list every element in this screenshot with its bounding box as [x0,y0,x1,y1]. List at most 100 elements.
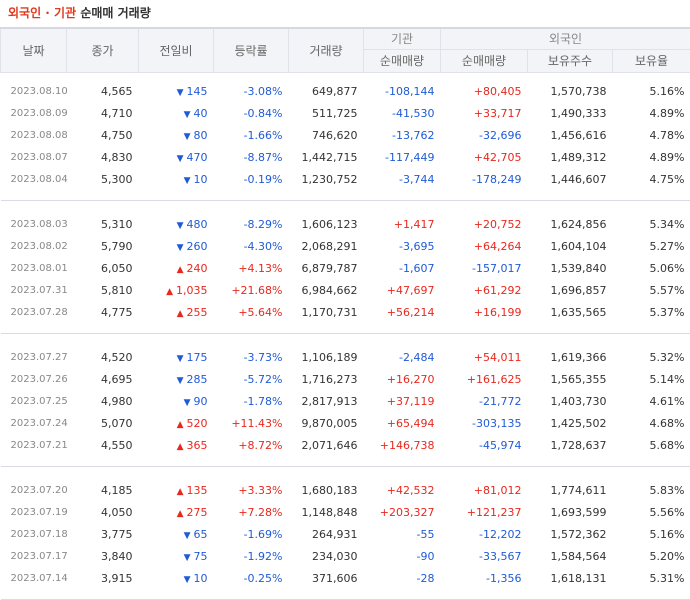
cell-close: 5,310 [67,213,139,235]
cell-institution-net: -3,695 [364,235,441,257]
cell-close: 4,565 [67,80,139,102]
cell-rate: -0.19% [214,168,289,190]
header-foreign-ratio[interactable]: 보유율 [613,49,690,72]
row-spacer [1,201,690,214]
cell-change-value: 240 [187,262,208,275]
triangle-down-icon: ▼ [177,154,184,164]
cell-institution-net: -28 [364,567,441,589]
cell-change-value: 10 [194,572,208,585]
cell-change-value: 135 [187,484,208,497]
cell-institution-net: -55 [364,523,441,545]
header-close[interactable]: 종가 [67,28,139,73]
cell-change: ▲240 [139,257,214,279]
row-spacer [1,73,690,81]
header-volume[interactable]: 거래량 [289,28,364,73]
cell-foreign-net: -178,249 [441,168,528,190]
cell-volume: 2,068,291 [289,235,364,257]
cell-volume: 649,877 [289,80,364,102]
cell-foreign-holdings: 1,490,333 [528,102,613,124]
cell-volume: 511,725 [289,102,364,124]
header-foreign-holdings[interactable]: 보유주수 [528,49,613,72]
triangle-up-icon: ▲ [177,509,184,519]
cell-foreign-ratio: 4.61% [613,390,690,412]
title-net-trading: 순매매 거래량 [80,6,150,20]
header-rate[interactable]: 등락률 [214,28,289,73]
cell-foreign-ratio: 5.56% [613,501,690,523]
cell-change: ▼40 [139,102,214,124]
row-spacer [1,334,690,347]
header-change[interactable]: 전일비 [139,28,214,73]
cell-foreign-net: -303,135 [441,412,528,434]
cell-foreign-net: +20,752 [441,213,528,235]
header-foreign-net[interactable]: 순매매량 [441,49,528,72]
cell-volume: 746,620 [289,124,364,146]
cell-close: 4,980 [67,390,139,412]
cell-foreign-net: -21,772 [441,390,528,412]
cell-change: ▼285 [139,368,214,390]
cell-change-value: 520 [187,417,208,430]
header-date[interactable]: 날짜 [1,28,67,73]
cell-foreign-holdings: 1,403,730 [528,390,613,412]
cell-volume: 6,879,787 [289,257,364,279]
cell-institution-net: +56,214 [364,301,441,323]
group-separator [1,323,690,334]
cell-foreign-ratio: 4.68% [613,412,690,434]
triangle-down-icon: ▼ [184,398,191,408]
cell-change-value: 255 [187,306,208,319]
cell-institution-net: +1,417 [364,213,441,235]
cell-close: 3,775 [67,523,139,545]
title-investors: 외국인 · 기관 [8,6,76,20]
cell-date: 2023.08.07 [1,146,67,168]
cell-foreign-net: -157,017 [441,257,528,279]
cell-volume: 6,984,662 [289,279,364,301]
cell-change: ▼480 [139,213,214,235]
triangle-down-icon: ▼ [177,243,184,253]
cell-foreign-net: +54,011 [441,346,528,368]
cell-change-value: 65 [194,528,208,541]
cell-rate: -1.66% [214,124,289,146]
cell-foreign-net: +33,717 [441,102,528,124]
spacer-cell [1,467,690,480]
triangle-down-icon: ▼ [184,176,191,186]
cell-foreign-holdings: 1,565,355 [528,368,613,390]
cell-rate: +5.64% [214,301,289,323]
cell-close: 4,185 [67,479,139,501]
cell-foreign-holdings: 1,618,131 [528,567,613,589]
cell-change: ▼260 [139,235,214,257]
cell-foreign-net: +81,012 [441,479,528,501]
cell-change-value: 480 [187,218,208,231]
cell-foreign-ratio: 5.16% [613,80,690,102]
cell-foreign-holdings: 1,696,857 [528,279,613,301]
cell-rate: -3.08% [214,80,289,102]
triangle-down-icon: ▼ [184,110,191,120]
cell-rate: +8.72% [214,434,289,456]
cell-rate: -0.84% [214,102,289,124]
cell-foreign-net: -32,696 [441,124,528,146]
cell-foreign-ratio: 5.34% [613,213,690,235]
header-foreign-group: 외국인 [441,28,690,49]
cell-foreign-net: +42,705 [441,146,528,168]
cell-close: 4,750 [67,124,139,146]
cell-foreign-ratio: 5.32% [613,346,690,368]
cell-foreign-net: +80,405 [441,80,528,102]
cell-date: 2023.07.20 [1,479,67,501]
cell-institution-net: -1,607 [364,257,441,279]
cell-close: 4,830 [67,146,139,168]
header-institution-net[interactable]: 순매매량 [364,49,441,72]
cell-change: ▼145 [139,80,214,102]
cell-institution-net: -108,144 [364,80,441,102]
spacer-cell [1,201,690,214]
cell-foreign-net: +16,199 [441,301,528,323]
cell-foreign-ratio: 4.89% [613,146,690,168]
cell-volume: 1,170,731 [289,301,364,323]
cell-change: ▼65 [139,523,214,545]
